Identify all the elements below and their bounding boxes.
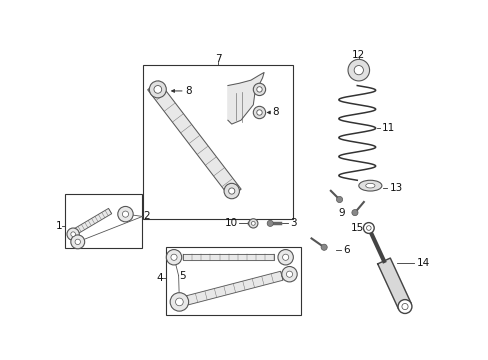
Bar	[166, 247, 301, 315]
Circle shape	[256, 110, 262, 115]
Circle shape	[228, 188, 234, 194]
Circle shape	[67, 228, 79, 240]
Circle shape	[248, 219, 257, 228]
Text: 4: 4	[156, 273, 163, 283]
Circle shape	[282, 254, 288, 260]
Circle shape	[175, 298, 183, 306]
Circle shape	[321, 244, 326, 250]
Circle shape	[149, 81, 166, 98]
Circle shape	[401, 303, 407, 310]
Circle shape	[286, 271, 292, 277]
Circle shape	[71, 232, 75, 237]
Polygon shape	[183, 254, 274, 260]
Text: 5: 5	[179, 271, 185, 281]
Circle shape	[122, 211, 128, 217]
Circle shape	[170, 293, 188, 311]
Text: 9: 9	[338, 208, 345, 217]
Polygon shape	[377, 258, 410, 310]
Bar	[64, 194, 142, 248]
Circle shape	[253, 83, 265, 95]
Circle shape	[256, 87, 262, 92]
Text: 10: 10	[224, 219, 238, 228]
Polygon shape	[185, 271, 283, 305]
Circle shape	[281, 266, 297, 282]
Ellipse shape	[358, 180, 381, 191]
Circle shape	[366, 226, 370, 230]
Polygon shape	[147, 81, 241, 198]
Circle shape	[224, 183, 239, 199]
Text: 12: 12	[351, 50, 365, 60]
Text: 13: 13	[389, 183, 402, 193]
Text: 1: 1	[56, 221, 62, 231]
Circle shape	[251, 221, 255, 225]
Circle shape	[353, 66, 363, 75]
Text: 6: 6	[343, 244, 349, 255]
Text: 3: 3	[290, 219, 296, 228]
Circle shape	[118, 206, 133, 222]
Circle shape	[253, 106, 265, 119]
Text: 8: 8	[271, 108, 278, 117]
Circle shape	[277, 249, 293, 265]
Text: 7: 7	[215, 54, 221, 64]
Ellipse shape	[365, 183, 374, 188]
Polygon shape	[227, 72, 264, 124]
Circle shape	[397, 300, 411, 314]
Circle shape	[154, 86, 162, 93]
Circle shape	[266, 220, 273, 226]
Circle shape	[336, 197, 342, 203]
Polygon shape	[75, 208, 111, 234]
Circle shape	[71, 235, 84, 249]
Circle shape	[166, 249, 182, 265]
Text: 11: 11	[381, 123, 394, 133]
Circle shape	[363, 222, 373, 233]
Circle shape	[351, 210, 357, 216]
Text: 2: 2	[143, 211, 149, 221]
Circle shape	[347, 59, 369, 81]
Bar	[143, 65, 293, 219]
Circle shape	[171, 254, 177, 260]
Circle shape	[75, 239, 81, 244]
Text: 8: 8	[185, 86, 192, 96]
Text: 14: 14	[416, 258, 429, 267]
Text: 15: 15	[350, 223, 363, 233]
